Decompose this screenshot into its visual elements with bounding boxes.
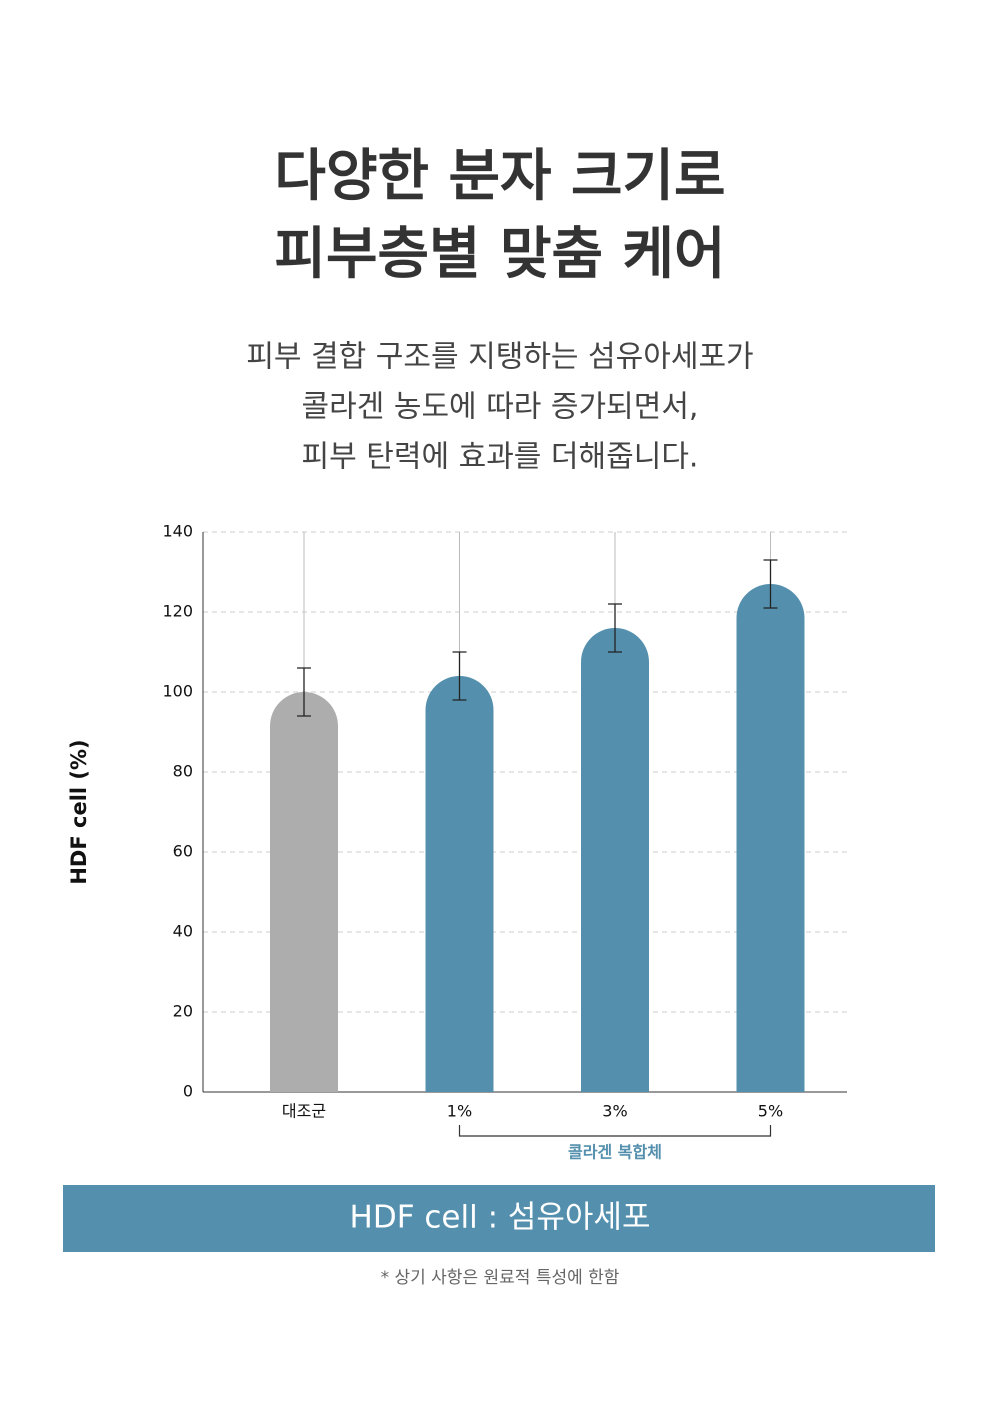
x-tick-label: 5% xyxy=(758,1102,783,1121)
footnote: * 상기 사항은 원료적 특성에 한함 xyxy=(381,1268,620,1288)
error-bar xyxy=(763,559,778,609)
y-tick-label: 0 xyxy=(183,1082,193,1101)
bar xyxy=(736,584,805,1092)
banner-text: HDF cell : 섬유아세포 xyxy=(350,1200,651,1236)
y-tick-label: 60 xyxy=(173,842,193,861)
bar xyxy=(425,676,494,1092)
bracket xyxy=(458,1125,772,1137)
x-tick-label: 3% xyxy=(602,1102,627,1121)
title: 피부층별 맞춤 케어 xyxy=(274,222,725,287)
description: 피부 결합 구조를 지탱하는 섬유아세포가 xyxy=(246,340,753,375)
y-axis-title: HDF cell (%) xyxy=(67,739,91,884)
banner xyxy=(63,1185,935,1252)
x-tick-label: 대조군 xyxy=(282,1102,326,1121)
error-bar xyxy=(608,603,622,653)
error-bar xyxy=(297,667,311,717)
y-tick-label: 80 xyxy=(173,762,193,781)
y-tick-label: 40 xyxy=(173,922,193,941)
error-bar xyxy=(452,651,467,701)
group-label: 콜라겐 복합체 xyxy=(568,1143,662,1162)
y-tick-label: 100 xyxy=(162,682,193,701)
description: 피부 탄력에 효과를 더해줍니다. xyxy=(302,440,699,475)
bar xyxy=(581,628,649,1092)
description: 콜라겐 농도에 따라 증가되면서, xyxy=(302,390,699,425)
x-tick-label: 1% xyxy=(447,1102,472,1121)
y-tick-label: 140 xyxy=(162,522,193,541)
title: 다양한 분자 크기로 xyxy=(274,144,725,209)
y-tick-label: 120 xyxy=(162,602,193,621)
y-tick-label: 20 xyxy=(173,1002,193,1021)
bar xyxy=(270,692,338,1092)
